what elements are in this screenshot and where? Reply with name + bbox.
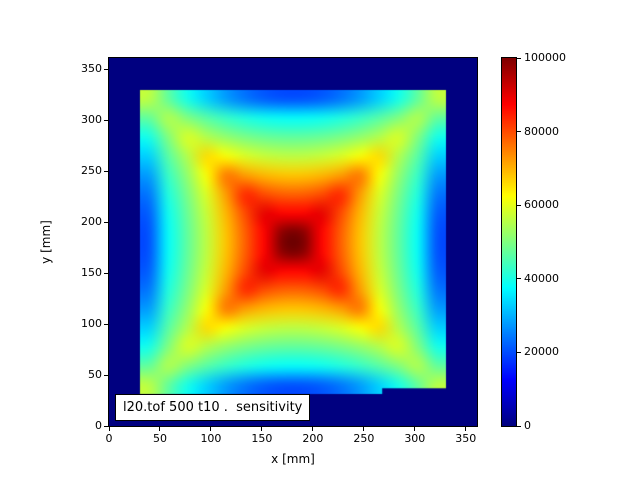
y-tick-label: 350 [81,62,102,76]
colorbar-tick-mark [517,425,521,427]
y-tick-mark [104,425,108,427]
colorbar-gradient [501,57,517,427]
x-tick-label: 250 [353,432,375,445]
x-tick-label: 150 [251,432,273,445]
colorbar-tick-mark [517,278,521,280]
x-tick-label: 200 [302,432,324,445]
colorbar-tick-mark [517,131,521,133]
x-tick-mark [261,427,263,431]
colorbar-tick-label: 20000 [524,345,559,359]
y-tick-label: 200 [81,215,102,229]
x-axis-label: x [mm] [271,452,315,466]
y-tick-label: 250 [81,164,102,178]
annotation-box: l20.tof 500 t10 . sensitivity [115,394,311,421]
y-tick-mark [104,323,108,325]
colorbar-tick-mark [517,204,521,206]
x-tick-mark [465,427,467,431]
colorbar-tick-mark [517,57,521,59]
colorbar-tick-mark [517,351,521,353]
y-tick-mark [104,119,108,121]
y-tick-label: 50 [88,368,102,382]
x-tick-label: 50 [152,432,167,445]
x-tick-mark [363,427,365,431]
x-tick-mark [108,427,110,431]
x-tick-label: 0 [105,432,113,445]
x-tick-label: 350 [455,432,477,445]
x-tick-mark [414,427,416,431]
colorbar-tick-label: 100000 [524,51,566,64]
heatmap-canvas [108,57,478,427]
y-tick-mark [104,68,108,70]
colorbar-tick-label: 80000 [524,124,559,138]
colorbar-tick-label: 0 [524,419,531,432]
colorbar-tick-label: 60000 [524,198,559,212]
x-tick-mark [312,427,314,431]
y-axis-label: y [mm] [39,220,53,264]
x-tick-label: 300 [404,432,426,445]
x-tick-label: 100 [200,432,222,445]
y-tick-label: 0 [95,419,102,432]
y-tick-label: 300 [81,113,102,127]
colorbar-tick-label: 40000 [524,271,559,285]
x-tick-mark [159,427,161,431]
y-tick-mark [104,272,108,274]
x-tick-mark [210,427,212,431]
y-tick-label: 100 [81,317,102,331]
y-tick-mark [104,170,108,172]
y-tick-mark [104,221,108,223]
y-tick-label: 150 [81,266,102,280]
y-tick-mark [104,374,108,376]
